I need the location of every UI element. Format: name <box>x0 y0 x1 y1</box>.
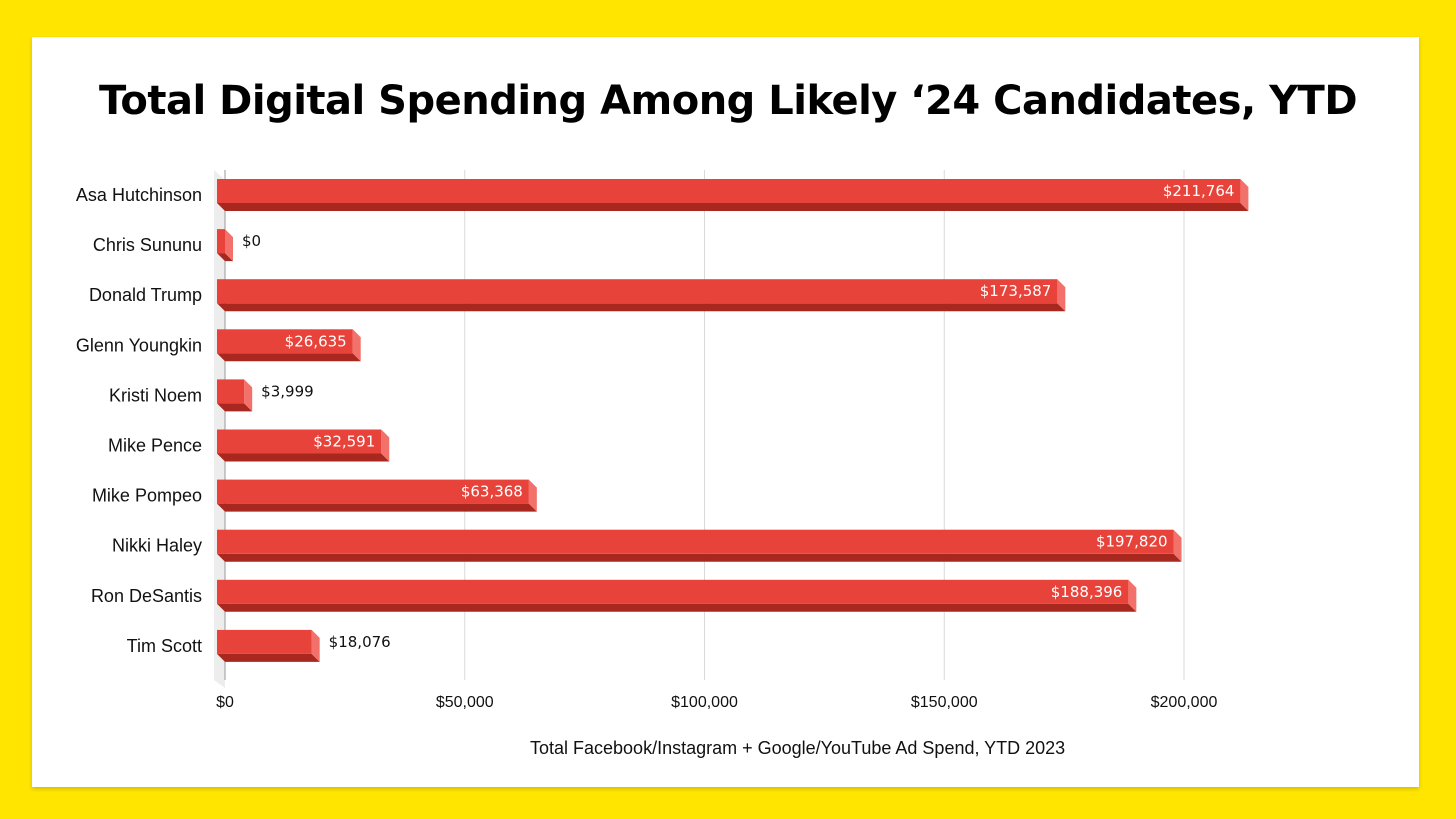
x-tick-label: $150,000 <box>911 694 978 711</box>
value-label: $32,591 <box>313 433 375 451</box>
bar-bottom-face <box>217 453 390 462</box>
bar-bottom-face <box>217 653 320 662</box>
bar-bottom-face <box>217 253 233 262</box>
value-label: $211,764 <box>1163 182 1235 200</box>
category-label: Glenn Youngkin <box>76 335 202 355</box>
bar-side-face <box>1173 529 1182 562</box>
value-label: $0 <box>242 232 261 250</box>
category-label: Nikki Haley <box>112 536 202 556</box>
category-label: Chris Sununu <box>93 235 202 255</box>
bar <box>217 579 1129 604</box>
value-label: $26,635 <box>285 332 347 350</box>
x-axis-title: Total Facebook/Instagram + Google/YouTub… <box>530 738 1066 758</box>
value-label: $18,076 <box>329 633 391 651</box>
bar <box>217 379 245 404</box>
value-label: $63,368 <box>461 483 523 501</box>
bar <box>217 629 312 654</box>
bar-side-face <box>381 429 390 462</box>
bar-side-face <box>352 329 361 362</box>
category-label: Tim Scott <box>127 636 202 656</box>
bar-side-face <box>244 379 253 412</box>
bar <box>217 179 1241 203</box>
category-label: Mike Pence <box>108 436 202 456</box>
bar-side-face <box>528 479 537 512</box>
bar-bottom-face <box>217 503 537 512</box>
x-tick-label: $0 <box>216 694 234 711</box>
category-label: Kristi Noem <box>109 385 202 405</box>
bar-side-face <box>1057 279 1066 312</box>
bar <box>217 229 225 254</box>
bar-bottom-face <box>217 203 1249 211</box>
x-tick-label: $100,000 <box>671 694 738 711</box>
bar-bottom-face <box>217 353 361 362</box>
bar-bottom-face <box>217 553 1182 562</box>
bar-side-face <box>1128 579 1137 612</box>
chart-card <box>32 37 1419 787</box>
x-tick-label: $50,000 <box>436 694 494 711</box>
bar <box>217 329 353 354</box>
bar <box>217 279 1058 304</box>
x-tick-label: $200,000 <box>1151 694 1218 711</box>
category-label: Ron DeSantis <box>91 586 202 606</box>
value-label: $3,999 <box>261 382 314 400</box>
bar <box>217 479 529 504</box>
chart-title: Total Digital Spending Among Likely ‘24 … <box>98 78 1358 124</box>
category-label: Donald Trump <box>89 285 202 305</box>
bar-side-face <box>311 629 320 662</box>
bar-bottom-face <box>217 403 253 412</box>
bar-bottom-face <box>217 603 1137 612</box>
value-label: $197,820 <box>1096 533 1168 551</box>
bar <box>217 429 382 454</box>
value-label: $188,396 <box>1051 583 1123 601</box>
value-label: $173,587 <box>980 282 1052 300</box>
bar-side-face <box>1240 179 1249 211</box>
bar-bottom-face <box>217 303 1066 312</box>
bar-side-face <box>225 229 233 262</box>
category-label: Asa Hutchinson <box>76 185 202 205</box>
bar <box>217 529 1174 554</box>
category-label: Mike Pompeo <box>92 486 202 506</box>
